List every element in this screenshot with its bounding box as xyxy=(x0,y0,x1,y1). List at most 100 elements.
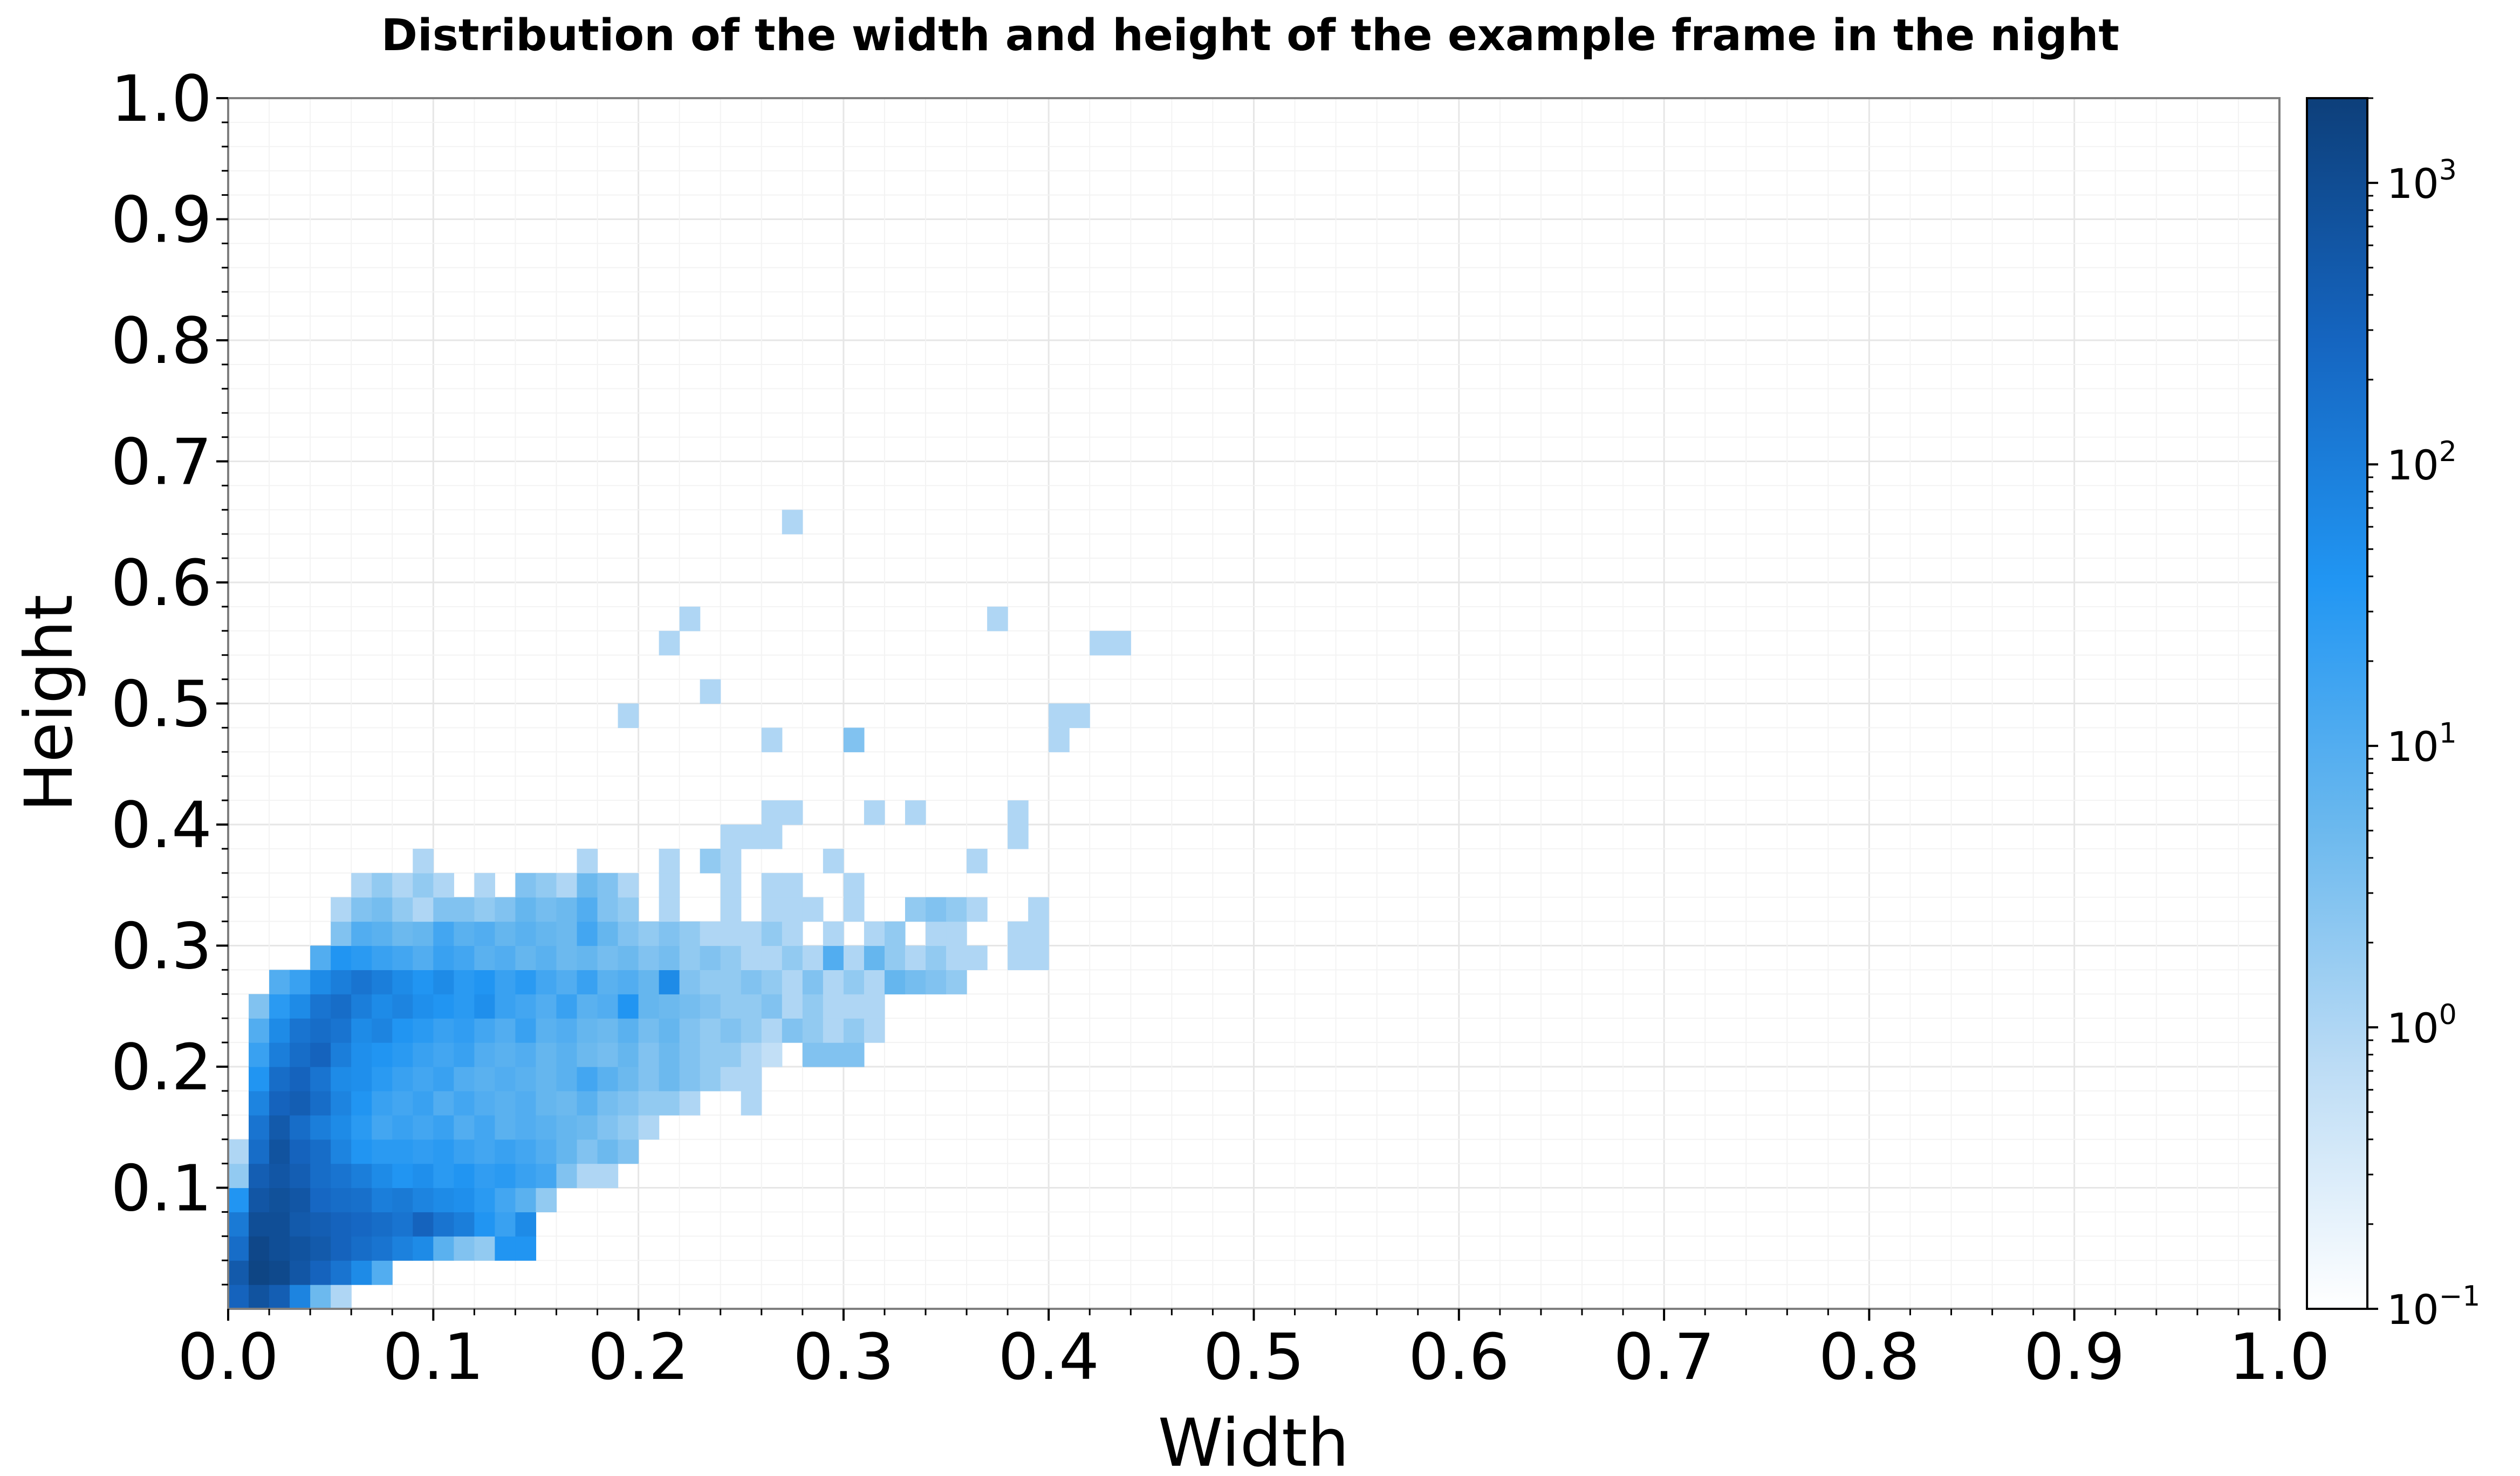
heatmap-cell xyxy=(556,1067,578,1091)
heatmap-cell xyxy=(515,1042,537,1067)
heatmap-cell xyxy=(782,945,803,970)
heatmap-cell xyxy=(454,1139,475,1164)
heatmap-cell xyxy=(392,945,413,970)
heatmap-cell xyxy=(331,1212,352,1237)
heatmap-cell xyxy=(720,848,742,874)
heatmap-cell xyxy=(720,825,742,849)
heatmap-cell xyxy=(372,1090,393,1116)
heatmap-cell xyxy=(351,1139,372,1164)
heatmap-cell xyxy=(782,970,803,994)
heatmap-cell xyxy=(577,1090,598,1116)
heatmap-cell xyxy=(536,1187,557,1212)
heatmap-cell xyxy=(454,1236,475,1261)
heatmap-cell xyxy=(1008,921,1029,946)
heatmap-cell xyxy=(515,1018,537,1043)
heatmap-cell xyxy=(413,848,434,874)
heatmap-cell xyxy=(269,1042,290,1067)
heatmap-cell xyxy=(864,921,885,946)
y-tick-label: 1.0 xyxy=(111,61,212,136)
heatmap-cell xyxy=(433,873,454,898)
heatmap-cell xyxy=(597,1067,619,1091)
heatmap-cell xyxy=(782,510,803,534)
heatmap-cell xyxy=(474,1090,495,1116)
heatmap-cell xyxy=(556,921,578,946)
heatmap-cell xyxy=(782,994,803,1019)
heatmap-cell xyxy=(823,1042,844,1067)
heatmap-cell xyxy=(454,921,475,946)
heatmap-cell xyxy=(413,873,434,898)
heatmap-cell xyxy=(249,1018,270,1043)
heatmap-cell xyxy=(392,897,413,922)
heatmap-cell xyxy=(536,1042,557,1067)
heatmap-cell xyxy=(228,1236,249,1261)
heatmap-cell xyxy=(515,873,537,898)
heatmap-cell xyxy=(474,1067,495,1091)
heatmap-cell xyxy=(536,1163,557,1189)
heatmap-cell xyxy=(823,921,844,946)
heatmap-cell xyxy=(495,1090,516,1116)
heatmap-cell xyxy=(454,970,475,994)
heatmap-cell xyxy=(290,994,311,1019)
heatmap-cell xyxy=(577,1139,598,1164)
heatmap-cell xyxy=(249,1067,270,1091)
heatmap-cell xyxy=(1008,800,1029,825)
heatmap-cell xyxy=(926,970,947,994)
heatmap-cell xyxy=(474,945,495,970)
heatmap-cell xyxy=(720,1067,742,1091)
heatmap-cell xyxy=(290,1260,311,1285)
heatmap-cell xyxy=(843,1018,865,1043)
heatmap-cell xyxy=(536,1067,557,1091)
heatmap-cell xyxy=(495,1115,516,1140)
heatmap-cell xyxy=(700,970,721,994)
colorbar-tick-label: 101 xyxy=(2387,717,2457,771)
heatmap-cell xyxy=(864,970,885,994)
heatmap-cell xyxy=(700,1067,721,1091)
heatmap-cell xyxy=(474,1139,495,1164)
heatmap-cell xyxy=(351,921,372,946)
heatmap-cell xyxy=(638,970,660,994)
heatmap-cell xyxy=(679,945,701,970)
heatmap-cell xyxy=(536,873,557,898)
heatmap-cell xyxy=(741,825,762,849)
heatmap-cell xyxy=(310,1285,331,1309)
heatmap-cell xyxy=(413,945,434,970)
heatmap-cell xyxy=(351,1090,372,1116)
y-axis: 0.1 0.2 0.3 0.4 0.5 0.6 0.7 0.8 0.9 1.0 xyxy=(111,61,228,1286)
heatmap-cell xyxy=(618,970,639,994)
heatmap-cell xyxy=(495,1187,516,1212)
heatmap-cell xyxy=(351,1212,372,1237)
heatmap-cell xyxy=(454,1067,475,1091)
heatmap-cell xyxy=(474,994,495,1019)
heatmap-cell xyxy=(536,1139,557,1164)
heatmap-cell xyxy=(679,1018,701,1043)
heatmap-cell xyxy=(659,1018,680,1043)
heatmap-cell xyxy=(495,1212,516,1237)
heatmap-cell xyxy=(515,1236,537,1261)
y-tick-label: 0.3 xyxy=(111,909,212,984)
heatmap-cell xyxy=(310,1139,331,1164)
heatmap-cell xyxy=(351,873,372,898)
colorbar-frame xyxy=(2306,97,2368,1310)
heatmap-cell xyxy=(618,945,639,970)
heatmap-cell xyxy=(331,1067,352,1091)
heatmap-cell xyxy=(433,1187,454,1212)
heatmap-cell xyxy=(926,897,947,922)
x-tick-label: 1.0 xyxy=(2229,1320,2330,1394)
heatmap-cell xyxy=(536,945,557,970)
heatmap-cell xyxy=(413,1139,434,1164)
heatmap-cell xyxy=(310,1260,331,1285)
heatmap-cell xyxy=(351,994,372,1019)
y-tick-label: 0.2 xyxy=(111,1030,212,1104)
heatmap-cell xyxy=(310,1067,331,1091)
heatmap-cell xyxy=(290,1285,311,1309)
heatmap-cell xyxy=(454,1212,475,1237)
heatmap-cell xyxy=(372,945,393,970)
heatmap-cell xyxy=(228,1187,249,1212)
heatmap-cell xyxy=(495,945,516,970)
heatmap-cell xyxy=(249,1236,270,1261)
heatmap-cell xyxy=(269,1260,290,1285)
heatmap-cell xyxy=(556,1090,578,1116)
heatmap-cell xyxy=(249,1260,270,1285)
heatmap-cell xyxy=(659,630,680,656)
heatmap-cell xyxy=(782,800,803,825)
